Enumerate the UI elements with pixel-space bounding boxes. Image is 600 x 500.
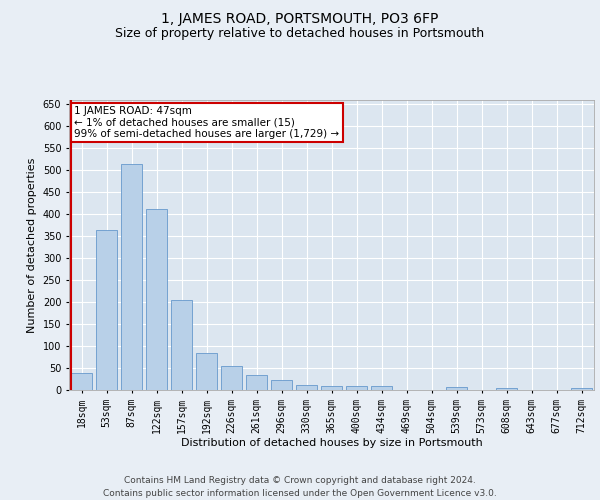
- Bar: [446, 388, 467, 390]
- Text: Contains HM Land Registry data © Crown copyright and database right 2024.: Contains HM Land Registry data © Crown c…: [124, 476, 476, 485]
- Bar: [196, 352, 217, 390]
- Bar: [246, 374, 267, 390]
- Bar: [346, 386, 367, 390]
- Bar: [321, 386, 342, 390]
- Bar: [296, 384, 317, 390]
- Bar: [171, 300, 192, 390]
- Bar: [271, 380, 292, 390]
- Bar: [71, 374, 92, 390]
- Text: Size of property relative to detached houses in Portsmouth: Size of property relative to detached ho…: [115, 28, 485, 40]
- Y-axis label: Number of detached properties: Number of detached properties: [27, 158, 37, 332]
- Bar: [571, 388, 592, 390]
- Bar: [371, 386, 392, 390]
- Text: 1, JAMES ROAD, PORTSMOUTH, PO3 6FP: 1, JAMES ROAD, PORTSMOUTH, PO3 6FP: [161, 12, 439, 26]
- Bar: [121, 164, 142, 390]
- Bar: [221, 366, 242, 390]
- Bar: [96, 230, 117, 390]
- Text: Contains public sector information licensed under the Open Government Licence v3: Contains public sector information licen…: [103, 489, 497, 498]
- Text: 1 JAMES ROAD: 47sqm
← 1% of detached houses are smaller (15)
99% of semi-detache: 1 JAMES ROAD: 47sqm ← 1% of detached hou…: [74, 106, 340, 139]
- X-axis label: Distribution of detached houses by size in Portsmouth: Distribution of detached houses by size …: [181, 438, 482, 448]
- Bar: [496, 388, 517, 390]
- Bar: [146, 208, 167, 390]
